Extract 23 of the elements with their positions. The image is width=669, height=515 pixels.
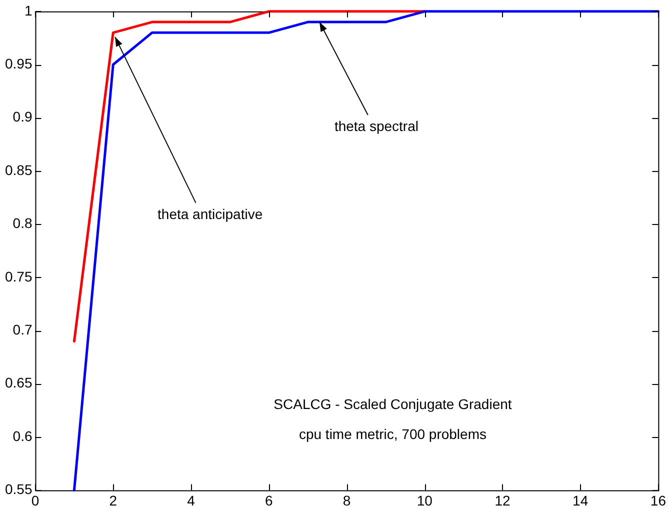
x-tick-label: 10 xyxy=(416,492,433,508)
y-tick-label: 0.9 xyxy=(12,108,32,125)
y-tick-label: 0.95 xyxy=(5,55,32,72)
x-tick-label: 14 xyxy=(572,492,588,508)
y-tick-label: 0.7 xyxy=(12,321,32,338)
x-tick-label: 2 xyxy=(109,492,118,508)
y-tick-label: 0.6 xyxy=(12,428,32,444)
annotation: SCALCG - Scaled Conjugate Gradient xyxy=(274,396,512,412)
y-tick-label: 1 xyxy=(24,2,32,18)
y-tick-label: 0.65 xyxy=(5,374,32,391)
x-tick-label: 0 xyxy=(31,492,40,508)
x-tick-label: 8 xyxy=(342,492,351,508)
annotation: cpu time metric, 700 problems xyxy=(298,426,486,442)
y-tick-label: 0.55 xyxy=(5,481,32,498)
y-tick-label: 0.8 xyxy=(12,215,32,232)
x-tick-label: 4 xyxy=(187,492,196,508)
x-tick-label: 16 xyxy=(650,492,666,508)
x-tick-label: 6 xyxy=(264,492,273,508)
y-tick-label: 0.85 xyxy=(5,162,32,178)
x-tick-label: 12 xyxy=(494,492,510,508)
annotation: theta spectral xyxy=(334,118,419,134)
annotation: theta anticipative xyxy=(158,206,263,222)
y-tick-label: 0.75 xyxy=(5,268,32,284)
